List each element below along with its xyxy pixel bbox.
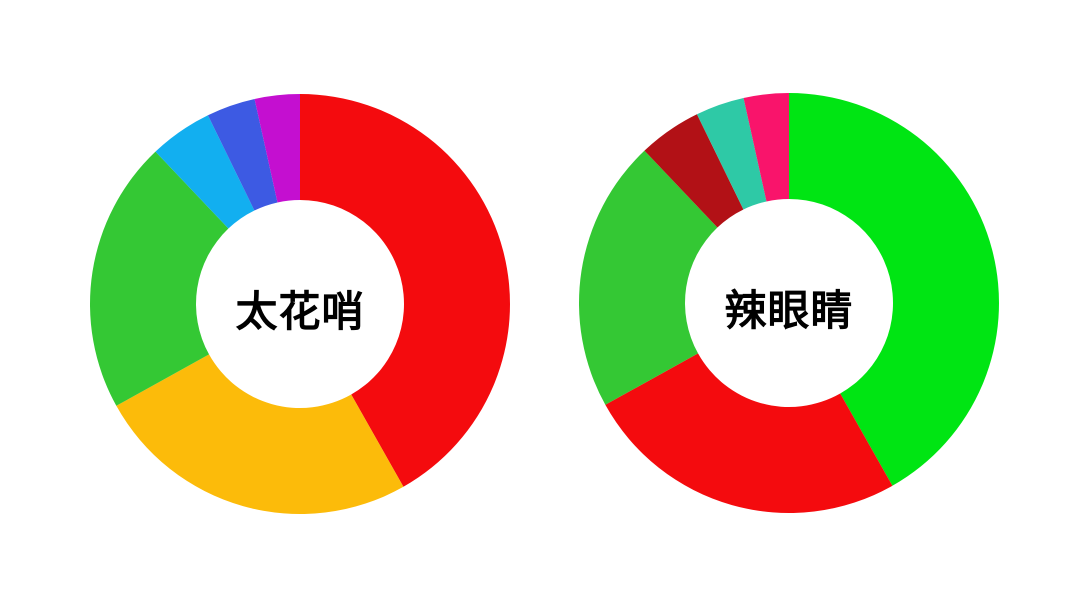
- donut-segment-green: [579, 150, 718, 405]
- donut-segment-dark-red: [644, 114, 744, 228]
- donut-segment-magenta: [254, 94, 300, 203]
- donut-chart-too-flashy: 太花哨: [90, 94, 510, 514]
- donut-segment-teal: [696, 97, 767, 210]
- donut-segment-blue: [207, 98, 278, 211]
- donut-segment-red: [300, 94, 510, 487]
- donut-segment-pink: [743, 93, 789, 202]
- donut-chart-eye-burning: 辣眼睛: [579, 93, 999, 513]
- donut-ring-eye-burning: [579, 93, 999, 513]
- donut-segment-cyan: [155, 115, 255, 229]
- donut-segment-red: [605, 353, 893, 513]
- donut-segment-green: [90, 151, 229, 406]
- donut-segment-bright-green: [789, 93, 999, 486]
- donut-segment-amber: [116, 354, 404, 514]
- donut-ring-too-flashy: [90, 94, 510, 514]
